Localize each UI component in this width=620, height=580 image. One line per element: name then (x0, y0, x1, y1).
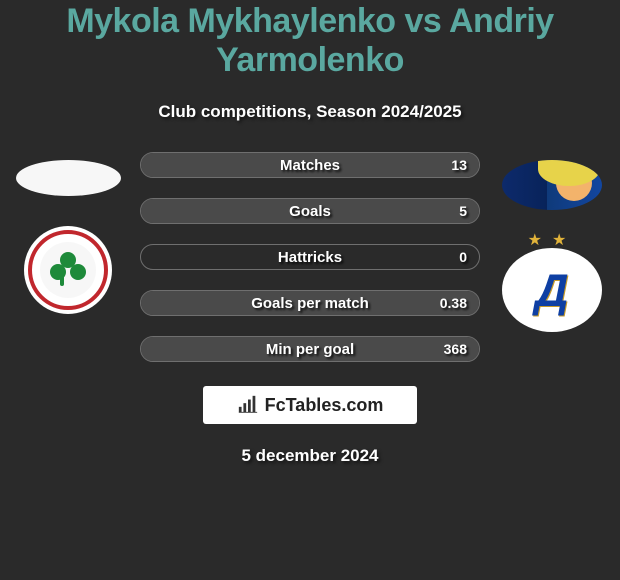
club-badge-left (24, 226, 112, 314)
stat-bar-hattricks: Hattricks 0 (140, 244, 480, 270)
date-text: 5 december 2024 (0, 446, 620, 466)
left-column (8, 152, 128, 424)
stat-right-value: 0 (459, 249, 467, 265)
stat-bar-gpm: Goals per match 0.38 (140, 290, 480, 316)
player-photo-left (16, 160, 121, 196)
branding-text: FcTables.com (265, 395, 384, 416)
stat-bar-mpg: Min per goal 368 (140, 336, 480, 362)
stats-column: Matches 13 Goals 5 Hattricks 0 Goals per… (128, 152, 492, 424)
stat-label: Goals per match (251, 295, 369, 312)
star-icon: ★★ (501, 230, 603, 250)
stat-label: Min per goal (266, 341, 354, 358)
branding-badge: FcTables.com (203, 386, 417, 424)
right-column: ★★ Д (492, 152, 612, 424)
stat-right-value: 13 (451, 157, 467, 173)
stat-right-value: 5 (459, 203, 467, 219)
subtitle: Club competitions, Season 2024/2025 (0, 102, 620, 122)
player-photo-right (502, 160, 602, 210)
page-title: Mykola Mykhaylenko vs Andriy Yarmolenko (0, 2, 620, 80)
shamrock-icon (40, 242, 96, 298)
club-badge-right: ★★ Д (501, 234, 603, 332)
stat-bar-matches: Matches 13 (140, 152, 480, 178)
stat-label: Matches (280, 157, 340, 174)
stat-label: Hattricks (278, 249, 342, 266)
bar-chart-icon (237, 394, 259, 416)
dynamo-d-icon: Д (535, 263, 568, 317)
main-row: Matches 13 Goals 5 Hattricks 0 Goals per… (0, 152, 620, 424)
stat-right-value: 368 (444, 341, 467, 357)
stat-right-value: 0.38 (440, 295, 467, 311)
stat-label: Goals (289, 203, 331, 220)
comparison-card: Mykola Mykhaylenko vs Andriy Yarmolenko … (0, 0, 620, 580)
stat-bar-goals: Goals 5 (140, 198, 480, 224)
